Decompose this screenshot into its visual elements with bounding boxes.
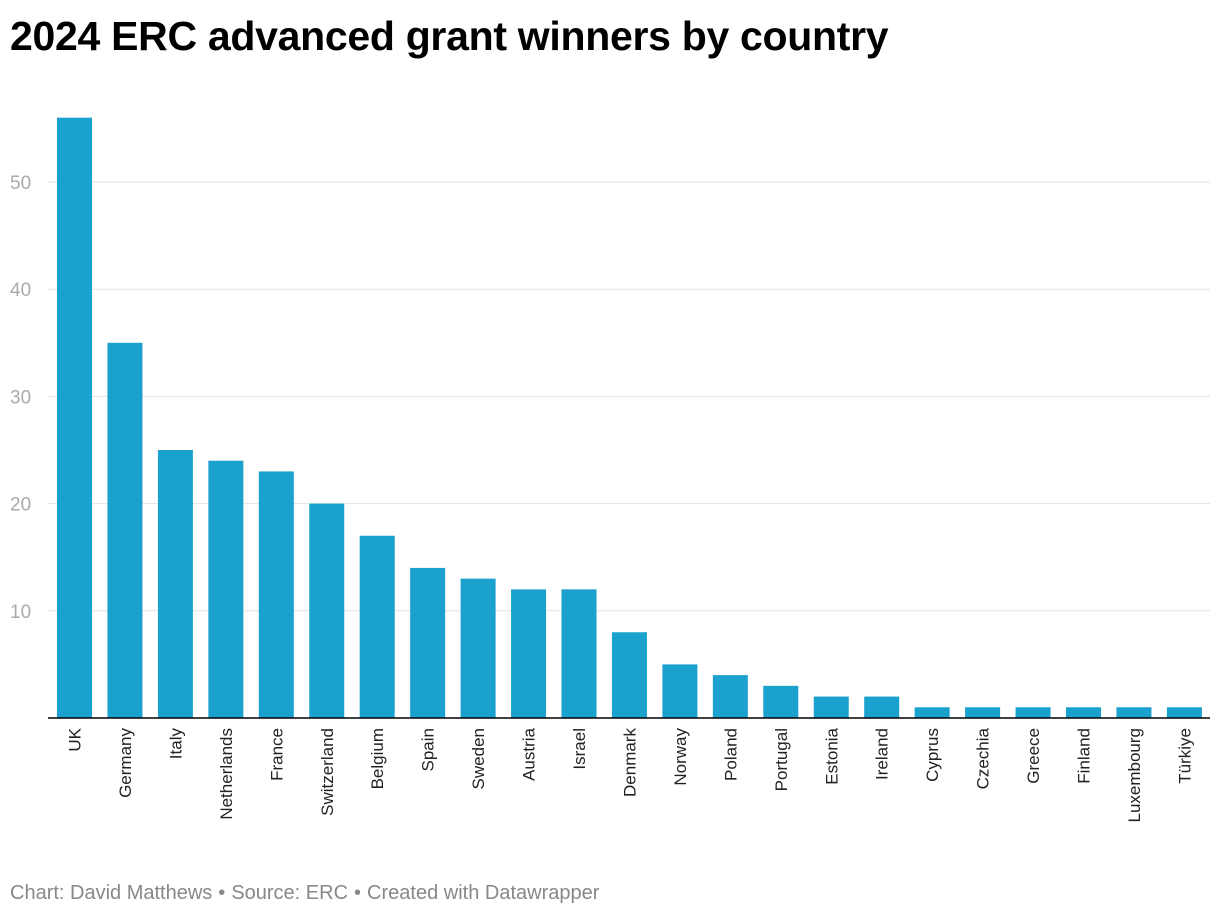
x-tick-label: Austria (520, 727, 539, 780)
created-with-credit: Created with Datawrapper (367, 882, 600, 904)
x-tick-label: UK (66, 727, 85, 751)
x-tick-label: Greece (1024, 728, 1043, 784)
bar-denmark (611, 632, 647, 718)
bar-switzerland (309, 503, 345, 718)
y-axis-ticks: 10 20 30 40 50 (10, 173, 31, 623)
x-tick-label: Switzerland (318, 728, 337, 816)
x-tick-label: Spain (419, 728, 438, 771)
x-tick-label: Luxembourg (1125, 728, 1144, 823)
x-tick-label: Poland (721, 728, 740, 781)
bar-finland (1066, 707, 1101, 718)
bar-t-rkiye (1166, 707, 1202, 718)
chart-credit: Chart: David Matthews (10, 882, 213, 904)
bar-norway (662, 664, 698, 718)
x-tick-label: Belgium (368, 728, 387, 789)
bar-estonia (813, 696, 849, 718)
x-tick-label: Cyprus (923, 728, 942, 782)
x-tick-label: Finland (1075, 728, 1094, 784)
x-tick-label: Norway (671, 728, 690, 786)
footer-separator: • (354, 882, 362, 904)
bar-greece (1015, 707, 1051, 718)
x-tick-label: Portugal (772, 728, 791, 791)
bar-portugal (763, 685, 799, 718)
x-tick-label: Estonia (822, 727, 841, 784)
bar-czechia (965, 707, 1001, 718)
bar-germany (107, 342, 143, 718)
x-tick-label: Denmark (620, 728, 639, 797)
bar-belgium (359, 535, 395, 718)
bar-ireland (864, 696, 900, 718)
x-tick-label: Israel (570, 728, 589, 770)
bar-luxembourg (1116, 707, 1152, 718)
x-tick-label: Türkiye (1175, 728, 1194, 784)
x-axis-labels: UK Germany Italy Netherlands France Switzerla… (66, 727, 1195, 822)
bar-italy (157, 450, 193, 718)
source-credit: Source: ERC (231, 882, 349, 904)
y-tick-label: 30 (10, 387, 31, 408)
x-tick-label: Czechia (974, 727, 993, 789)
bar-cyprus (914, 707, 950, 718)
x-tick-label: Netherlands (217, 728, 236, 820)
bar-uk (57, 117, 92, 719)
bar-netherlands (208, 460, 244, 718)
x-tick-label: Sweden (469, 728, 488, 789)
bar-france (258, 471, 294, 718)
y-tick-label: 10 (10, 602, 31, 623)
x-tick-label: Germany (116, 728, 135, 798)
footer-separator: • (218, 882, 226, 904)
x-tick-label: Italy (166, 728, 185, 760)
bar-sweden (460, 578, 496, 718)
y-tick-label: 20 (10, 495, 31, 516)
bar-spain (410, 567, 446, 718)
bar-austria (511, 589, 547, 718)
chart-footer: Chart: David Matthews • Source: ERC • Create… (10, 880, 599, 906)
chart-title: 2024 ERC advanced grant winners by count… (10, 13, 889, 59)
bar-poland (712, 675, 748, 718)
bars (57, 117, 1202, 719)
bar-israel (561, 589, 597, 718)
x-tick-label: France (267, 728, 286, 781)
x-tick-label: Ireland (873, 728, 892, 780)
y-tick-label: 40 (10, 280, 31, 301)
y-tick-label: 50 (10, 173, 31, 194)
